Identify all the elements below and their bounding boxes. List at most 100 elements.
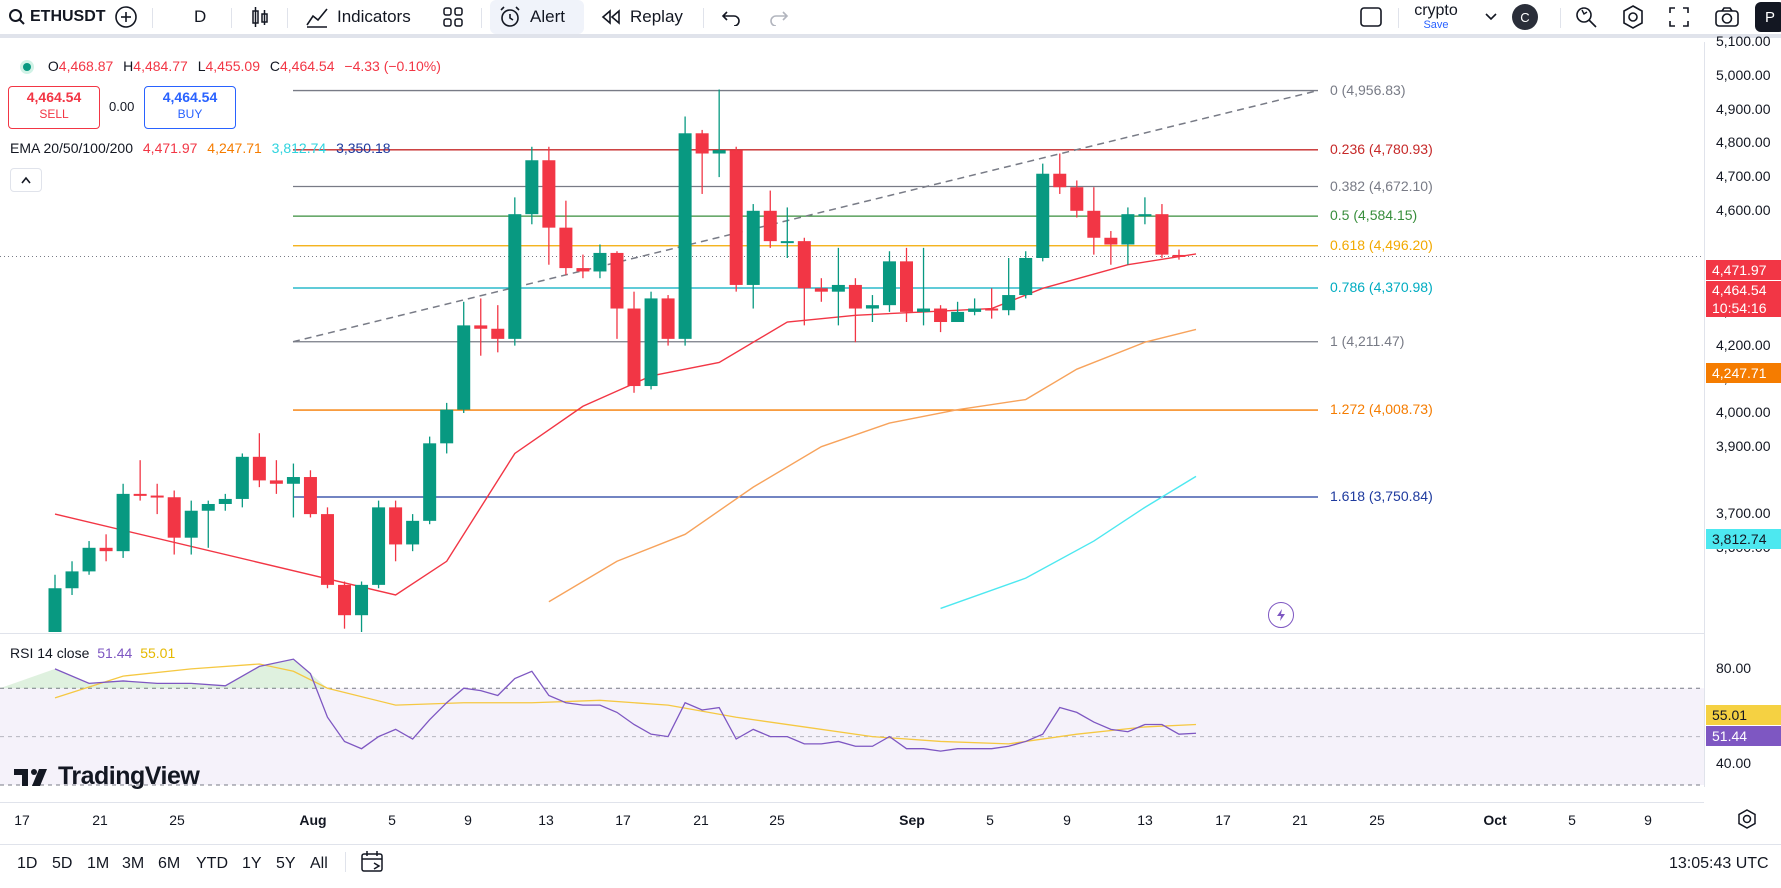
rsi-ma-value: 55.01: [140, 645, 176, 661]
lightning-icon: [1277, 609, 1285, 621]
candle-body: [951, 311, 965, 323]
candle-body: [917, 308, 931, 312]
chevron-up-icon: [21, 176, 31, 184]
candle: [1121, 207, 1135, 265]
redo-icon: [770, 11, 789, 26]
price-axis[interactable]: [1704, 42, 1781, 787]
alarm-clock-icon: [500, 6, 520, 27]
price-tick-label: 5,000.00: [1716, 67, 1771, 83]
fib-level-label: 0.618 (4,496.20): [1330, 236, 1433, 253]
rsi-ma-tag-value: 55.01: [1712, 707, 1748, 723]
candle: [133, 460, 147, 501]
candle-body: [593, 252, 607, 272]
layout-dropdown-button[interactable]: [1484, 0, 1498, 34]
indicators-label: Indicators: [337, 7, 411, 26]
separator: [1398, 8, 1399, 28]
utc-clock[interactable]: 13:05:43 UTC: [1669, 855, 1769, 873]
range-6m[interactable]: 6M: [158, 855, 180, 873]
select-layout-checkbox[interactable]: [1359, 0, 1383, 34]
alert-label: Alert: [530, 7, 565, 26]
spread-value: 0.00: [109, 99, 134, 114]
candle-body: [1104, 237, 1118, 245]
go-to-date-button[interactable]: [360, 850, 386, 879]
fib-level-label: 0.5 (4,584.15): [1330, 207, 1418, 224]
candle: [848, 278, 862, 343]
candle: [150, 483, 164, 515]
fib-level-label: 0.786 (4,370.98): [1330, 278, 1433, 295]
redo-button[interactable]: [768, 0, 790, 34]
symbol-name: ETHUSDT: [30, 8, 106, 25]
candle-body: [797, 241, 811, 289]
undo-button[interactable]: [720, 0, 742, 34]
candle-body: [406, 520, 420, 545]
profile-badge: P: [1755, 2, 1781, 32]
sell-button[interactable]: 4,464.54 SELL: [8, 86, 100, 129]
high-value: 4,484.77: [133, 58, 188, 74]
calendar-goto-icon: [361, 851, 383, 872]
indicators-icon: [306, 8, 328, 28]
settings-button[interactable]: [1620, 0, 1646, 34]
ema50-tag-value: 4,247.71: [1712, 365, 1767, 381]
time-tick-label: 25: [169, 812, 185, 828]
range-1d[interactable]: 1D: [17, 855, 37, 873]
candle: [1036, 163, 1050, 262]
candle: [780, 207, 794, 258]
candle-body: [389, 507, 403, 545]
time-tick-label: 9: [464, 812, 472, 828]
replay-button[interactable]: Replay: [600, 0, 683, 34]
candle: [985, 288, 999, 319]
last-price-value: 4,464.54: [1712, 282, 1767, 298]
candle-body: [985, 308, 999, 311]
symbol-search[interactable]: ETHUSDT: [8, 0, 106, 34]
snapshot-button[interactable]: [1714, 0, 1740, 34]
candle-body: [865, 305, 879, 309]
buy-button[interactable]: 4,464.54 BUY: [144, 86, 236, 129]
time-axis[interactable]: [0, 802, 1704, 838]
price-chart[interactable]: [0, 42, 1704, 632]
range-1m[interactable]: 1M: [87, 855, 109, 873]
time-tick-label: Oct: [1483, 812, 1507, 828]
candle-body: [457, 325, 471, 410]
publish-button[interactable]: P: [1755, 0, 1781, 34]
candle: [491, 305, 505, 353]
user-avatar-button[interactable]: C: [1512, 0, 1538, 34]
range-all[interactable]: All: [310, 855, 328, 873]
candle: [252, 433, 266, 488]
separator: [481, 8, 482, 28]
templates-button[interactable]: [442, 0, 464, 34]
candle-body: [1155, 214, 1169, 255]
time-tick-label: 13: [1137, 812, 1153, 828]
compare-symbol-button[interactable]: [114, 0, 138, 34]
chart-action-button[interactable]: [1268, 602, 1294, 628]
candle: [184, 500, 198, 555]
candle-body: [65, 571, 79, 589]
fullscreen-button[interactable]: [1668, 0, 1690, 34]
candle: [201, 500, 215, 548]
collapse-legend-button[interactable]: [10, 168, 42, 192]
rsi-pane[interactable]: [0, 633, 1704, 787]
layout-menu[interactable]: crypto Save: [1406, 0, 1466, 34]
candle-body: [99, 547, 113, 552]
range-3m[interactable]: 3M: [122, 855, 144, 873]
rsi-legend[interactable]: RSI 14 close 51.44 55.01: [10, 645, 175, 661]
range-ytd[interactable]: YTD: [196, 855, 228, 873]
separator: [1560, 8, 1561, 28]
price-tick-label: 4,800.00: [1716, 134, 1771, 151]
open-value: 4,468.87: [58, 58, 114, 74]
indicators-button[interactable]: Indicators: [305, 0, 411, 34]
alert-button[interactable]: Alert: [490, 0, 584, 34]
interval-button[interactable]: D: [194, 0, 206, 34]
range-1y[interactable]: 1Y: [242, 855, 262, 873]
gear-icon: [1738, 809, 1756, 829]
separator: [152, 8, 153, 28]
axis-settings-button[interactable]: [1736, 808, 1758, 835]
candle-body: [235, 456, 249, 499]
candle: [882, 251, 896, 312]
range-5y[interactable]: 5Y: [276, 855, 296, 873]
range-5d[interactable]: 5D: [52, 855, 72, 873]
candle: [627, 291, 641, 393]
chart-type-button[interactable]: [250, 0, 270, 34]
quick-search-button[interactable]: [1574, 0, 1600, 34]
tradingview-logo[interactable]: TradingView: [12, 762, 200, 791]
ema-legend[interactable]: EMA 20/50/100/200 4,471.97 4,247.71 3,81…: [10, 140, 391, 156]
